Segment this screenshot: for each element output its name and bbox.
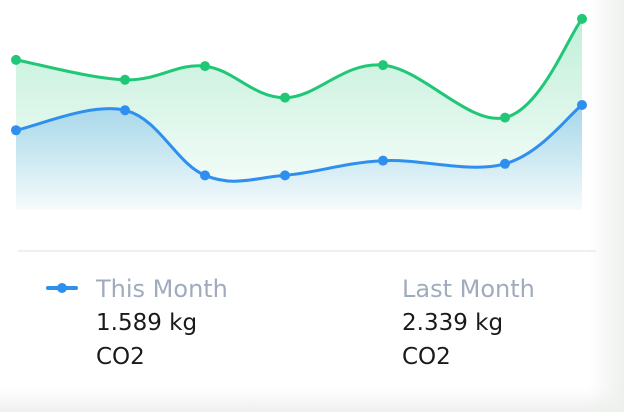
last-month-label: Last Month (402, 275, 535, 303)
this-month-point-7[interactable] (577, 100, 587, 110)
this-month-point-6[interactable] (500, 158, 510, 169)
this-month-swatch-dot (57, 283, 67, 293)
last-month-point-5[interactable] (378, 60, 388, 71)
this-month-value: 1.589 kg (96, 310, 198, 336)
this-month-unit: CO2 (96, 344, 145, 370)
last-month-point-7[interactable] (577, 13, 587, 24)
bottom-edge-fade (0, 388, 624, 412)
this-month-point-2[interactable] (120, 105, 130, 116)
legend-divider (18, 250, 596, 252)
area-chart (11, 13, 587, 211)
this-month-point-1[interactable] (11, 125, 21, 136)
legend-last-month: Last Month 2.339 kg CO2 (402, 272, 535, 374)
legend-this-month: This Month 1.589 kg CO2 (46, 272, 228, 374)
right-edge-fade (588, 0, 624, 412)
this-month-point-4[interactable] (280, 170, 290, 181)
this-month-label: This Month (96, 275, 228, 303)
this-month-swatch (46, 283, 78, 293)
last-month-unit: CO2 (402, 344, 451, 370)
last-month-point-1[interactable] (11, 54, 21, 65)
last-month-point-3[interactable] (200, 61, 210, 72)
last-month-point-2[interactable] (120, 74, 130, 85)
last-month-point-6[interactable] (500, 112, 510, 123)
this-month-point-5[interactable] (378, 155, 388, 166)
this-month-point-3[interactable] (200, 170, 210, 181)
last-month-point-4[interactable] (280, 92, 290, 103)
last-month-value: 2.339 kg (402, 310, 504, 336)
